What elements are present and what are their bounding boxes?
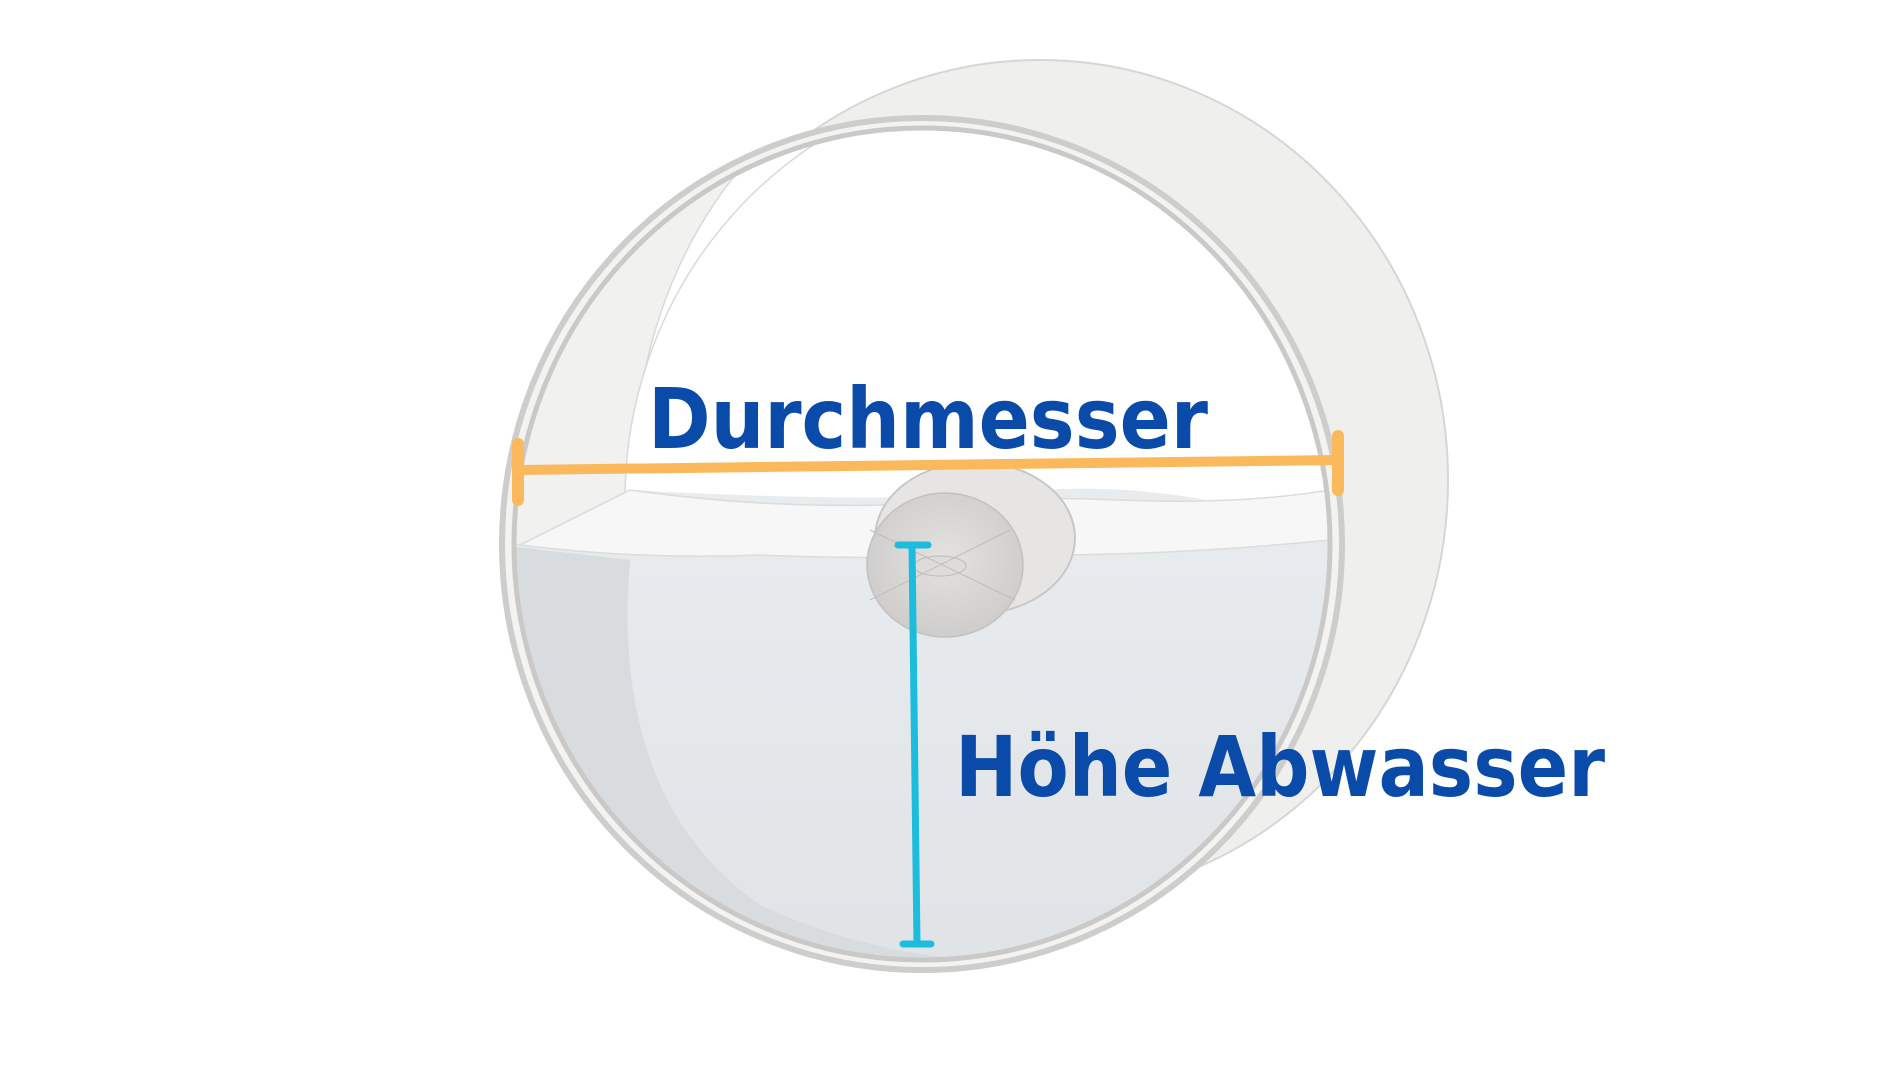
height-line [908, 541, 921, 948]
wastewater-height-label: Höhe Abwasser [955, 718, 1606, 816]
pipe-inner-rim [511, 125, 1333, 963]
drain-opening-icon [866, 461, 1076, 638]
diameter-line [513, 455, 1343, 475]
diameter-measurement [512, 430, 1344, 506]
height-measurement [894, 541, 935, 948]
pipe-cross-section-icon [499, 59, 1449, 973]
diameter-label: Durchmesser [648, 370, 1209, 468]
